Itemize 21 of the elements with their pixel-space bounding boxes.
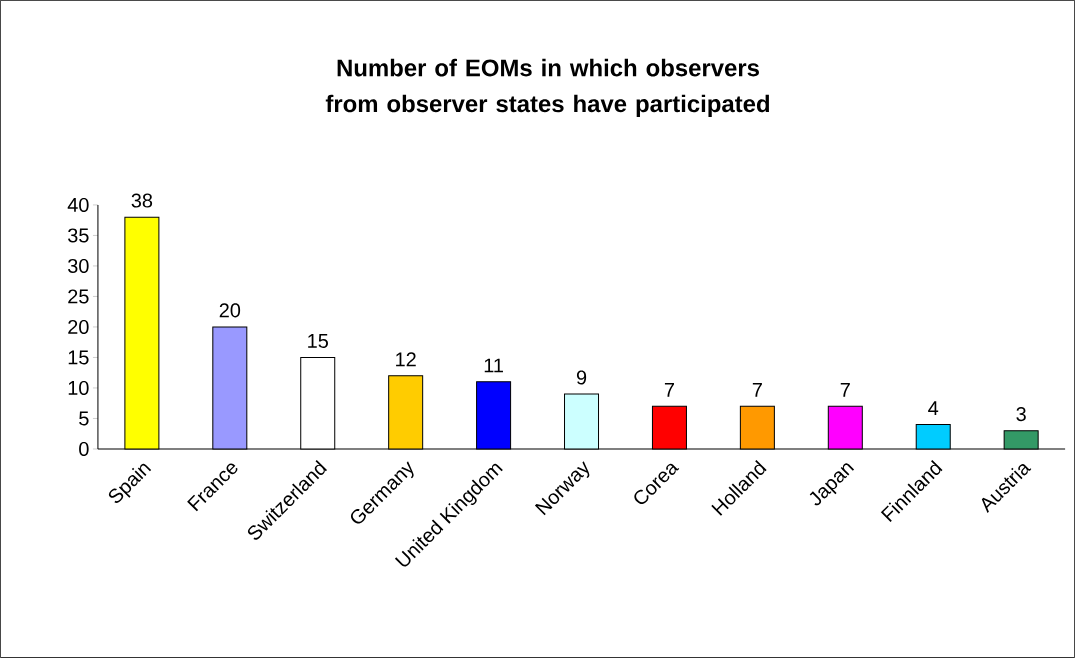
data-label: 7 (752, 383, 762, 397)
data-label: 12 (396, 352, 416, 367)
data-label: 9 (576, 370, 587, 385)
data-label: 7 (664, 383, 674, 397)
data-label: 4 (928, 401, 939, 416)
y-tick-label: 0 (79, 441, 89, 457)
data-label: 7 (840, 383, 850, 397)
y-tick-label: 15 (68, 350, 89, 365)
y-tick-label: 5 (79, 411, 89, 426)
y-tick-label: 35 (68, 228, 89, 243)
data-label: 15 (308, 334, 328, 348)
data-label: 38 (131, 193, 153, 208)
y-tick-label: 10 (68, 380, 89, 396)
data-label: 20 (219, 303, 241, 318)
y-tick-label: 40 (67, 197, 89, 213)
data-label: 11 (484, 358, 503, 373)
y-tick-label: 25 (68, 289, 89, 304)
chart-title: Number of EOMs in which observers from observer states have participated (325, 58, 769, 118)
y-tick-label: 20 (68, 319, 89, 335)
y-tick-label: 30 (68, 258, 89, 274)
data-label: 3 (1016, 407, 1026, 422)
